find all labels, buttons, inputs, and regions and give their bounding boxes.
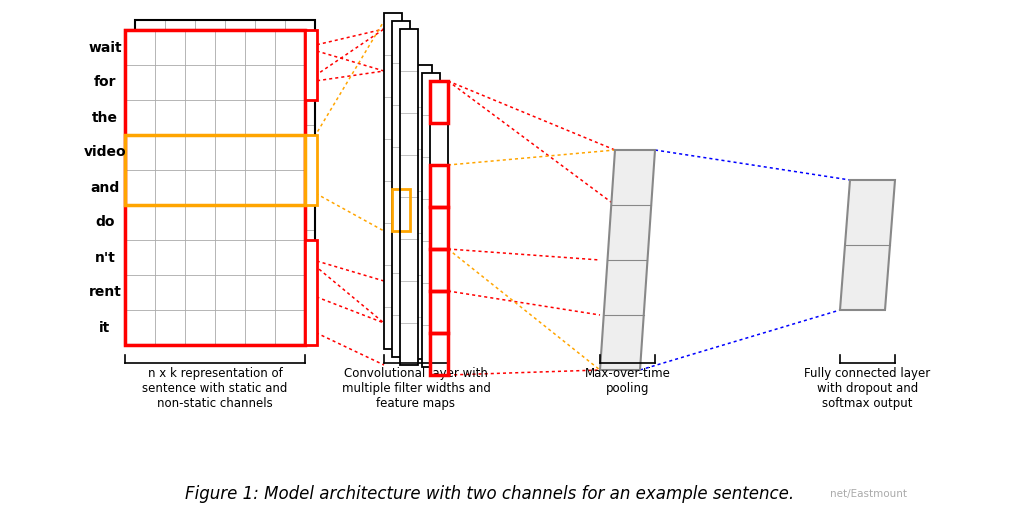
Bar [430,333,448,375]
Bar [125,30,304,345]
Bar [392,21,410,357]
Bar [125,30,304,345]
Text: it: it [99,321,111,334]
Bar [430,81,448,375]
Bar [392,21,410,357]
Bar [414,65,432,359]
Text: net/Eastmount: net/Eastmount [830,489,907,499]
Text: and: and [90,180,120,194]
Bar [304,30,317,100]
Bar [125,135,304,205]
Text: Fully connected layer
with dropout and
softmax output: Fully connected layer with dropout and s… [804,367,931,410]
Text: for: for [93,75,117,90]
Bar [414,65,432,359]
Bar [430,81,448,123]
Bar [125,30,304,345]
Text: n x k representation of
sentence with static and
non-static channels: n x k representation of sentence with st… [142,367,287,410]
Text: Figure 1: Model architecture with two channels for an example sentence.: Figure 1: Model architecture with two ch… [186,485,795,503]
Bar [400,29,418,365]
Bar [400,29,418,365]
Text: do: do [95,215,115,230]
Bar [430,207,448,249]
Bar [430,165,448,207]
Bar [430,291,448,333]
Text: rent: rent [88,286,122,300]
Bar [135,20,315,335]
Bar [384,13,402,349]
Bar [430,81,448,375]
Bar [384,13,402,349]
Bar [430,249,448,291]
Bar [135,20,315,335]
Text: Max-over-time
pooling: Max-over-time pooling [585,367,671,395]
Bar [304,240,317,345]
Polygon shape [600,150,655,370]
Text: n't: n't [94,250,116,265]
Polygon shape [840,180,895,310]
Bar [422,73,439,367]
Text: video: video [83,146,126,159]
Bar [422,73,439,367]
Text: Convolutional layer with
multiple filter widths and
feature maps: Convolutional layer with multiple filter… [342,367,490,410]
Bar [392,189,410,231]
Bar [304,135,317,205]
Text: wait: wait [88,40,122,54]
Text: the: the [92,111,118,125]
